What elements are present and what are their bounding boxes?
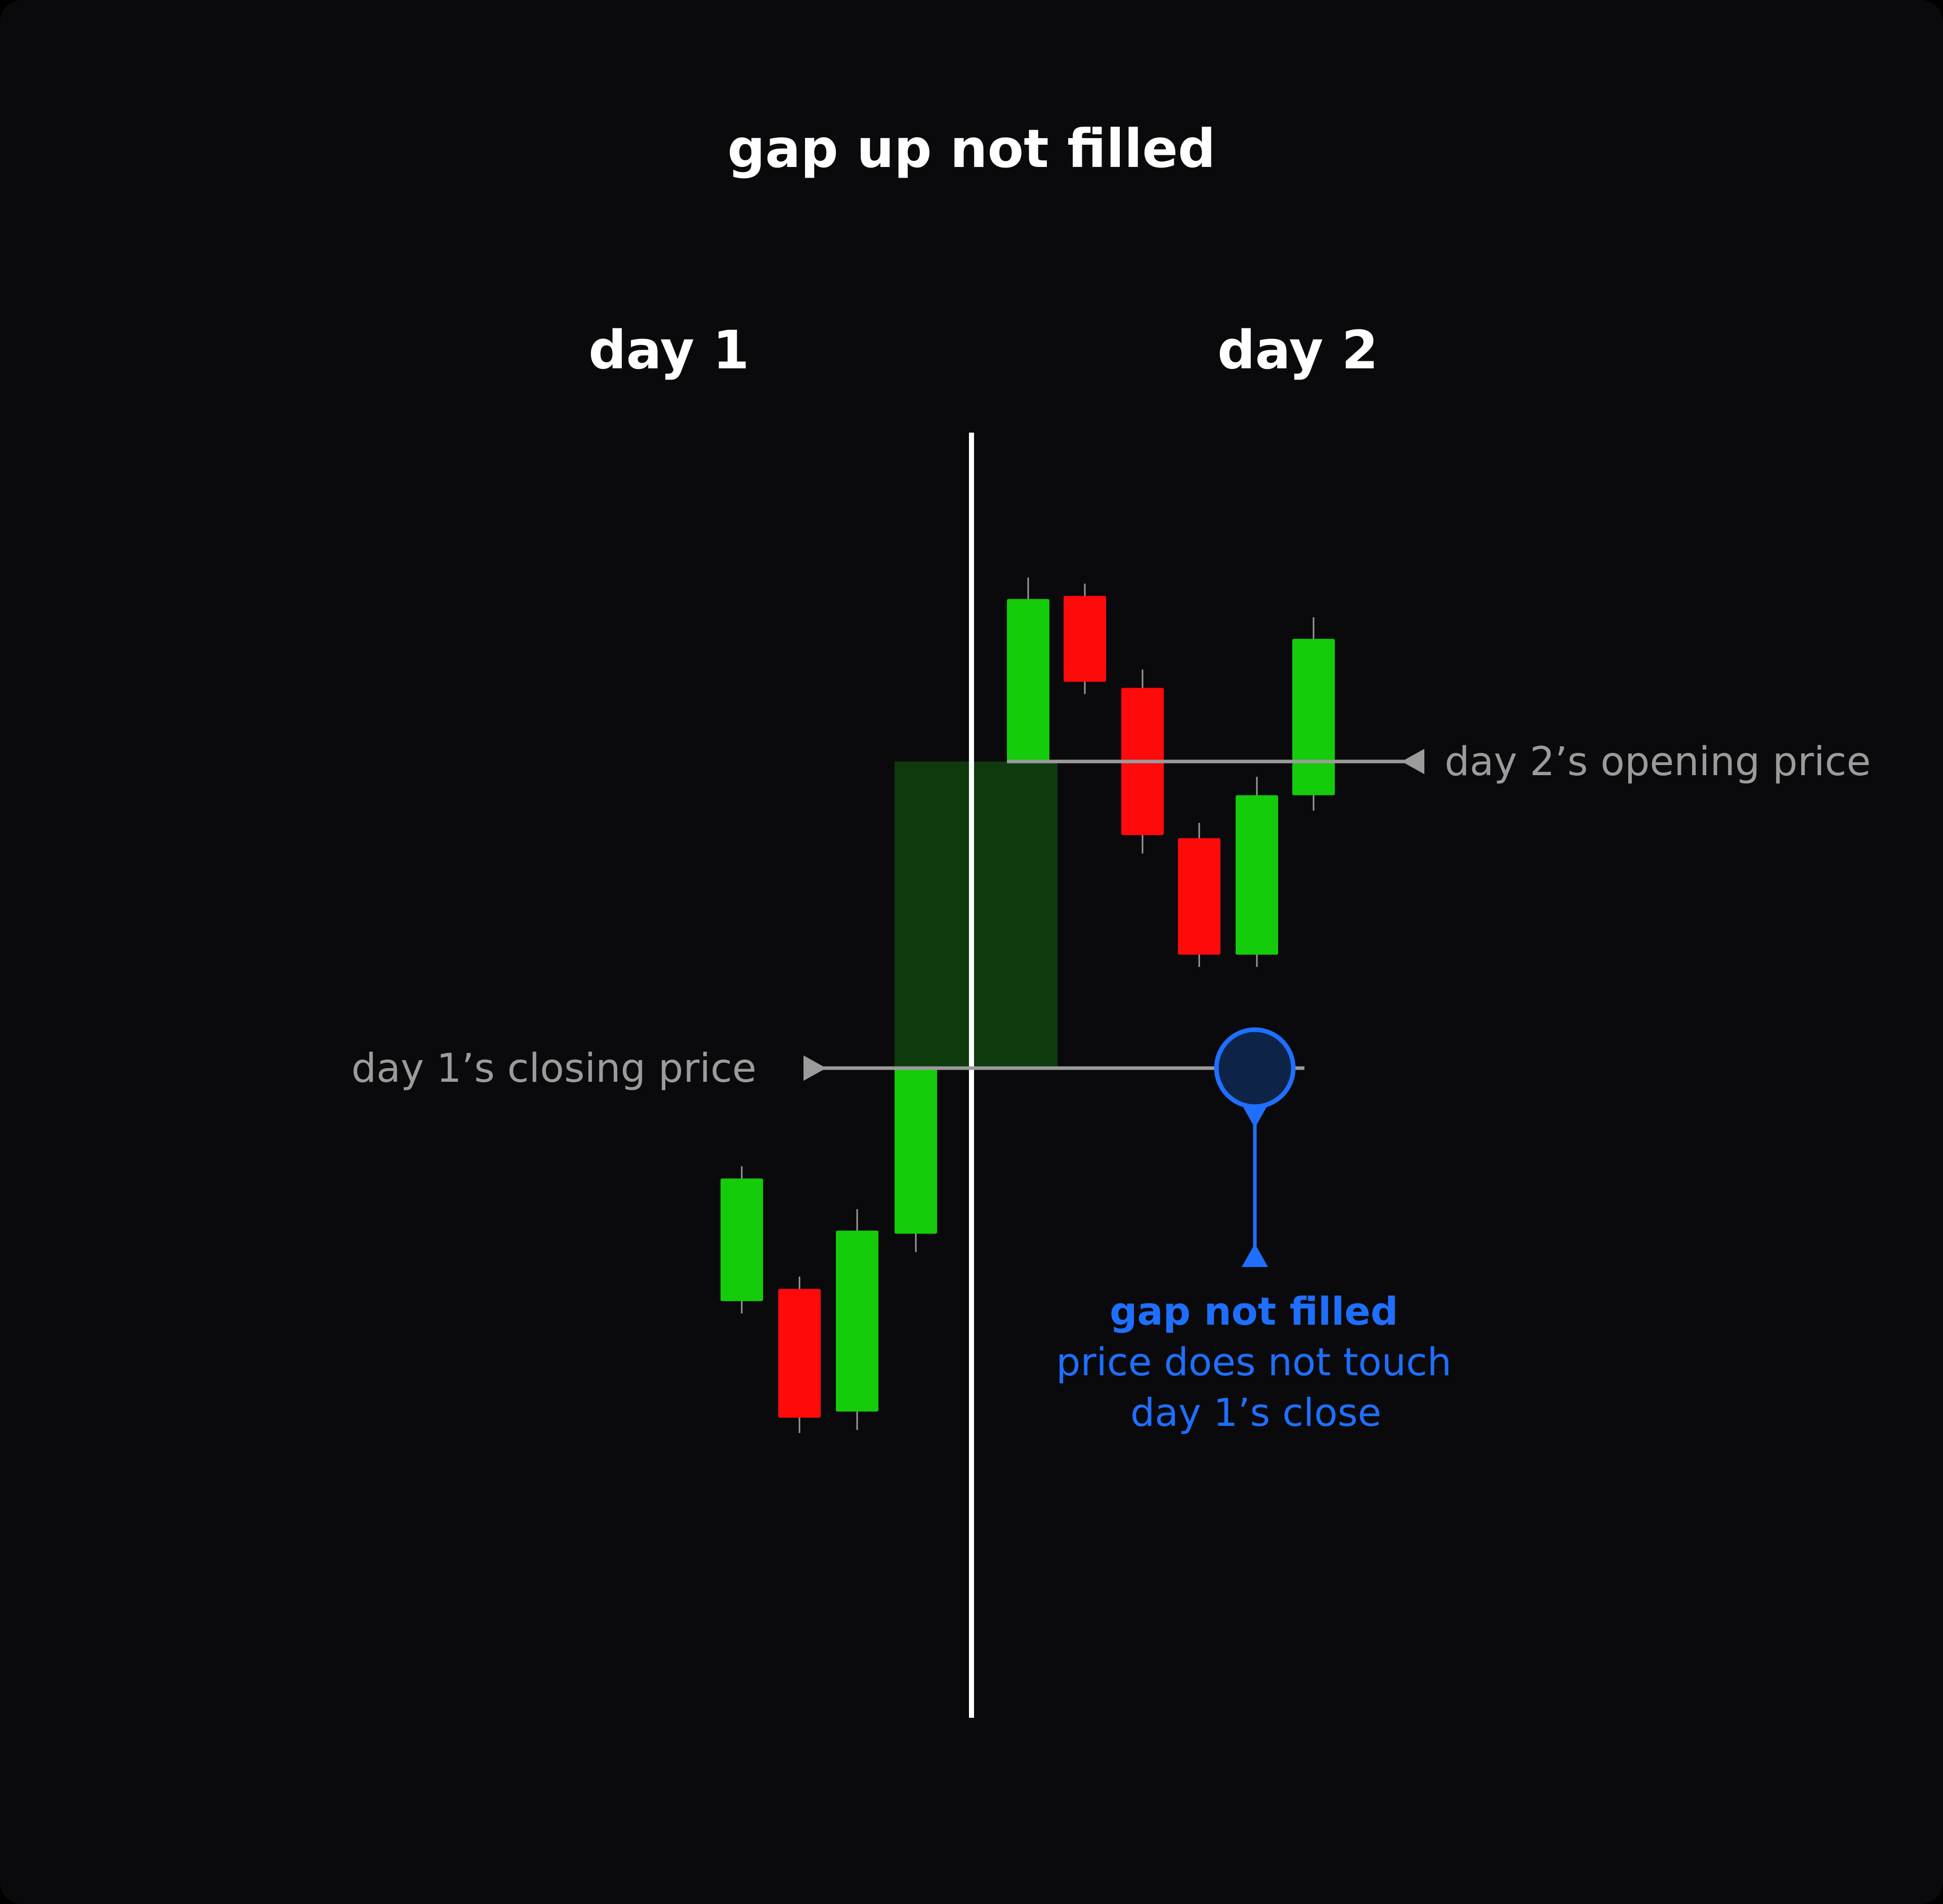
chart-title: gap up not filled <box>728 118 1216 180</box>
candle-body-bullish <box>1007 599 1049 761</box>
candle-body-bearish <box>778 1289 821 1418</box>
gap-marker-circle <box>1214 1027 1296 1109</box>
gap-marker-tip-icon <box>1242 1105 1268 1128</box>
day-2-label: day 2 <box>1217 319 1378 381</box>
day1-close-label: day 1’s closing price <box>351 1046 756 1091</box>
day-1-label: day 1 <box>588 319 749 381</box>
day2-open-arrow-icon <box>1402 749 1424 774</box>
gap-note-title: gap not filled <box>1110 1289 1398 1334</box>
gap-marker-arrow-icon <box>1242 1244 1268 1267</box>
gap-note-line-2: day 1’s close <box>1130 1390 1381 1435</box>
candle-body-bullish <box>895 1068 937 1234</box>
gap-zone <box>895 761 1058 1068</box>
gap-note-line-1: price does not touch <box>1056 1339 1452 1384</box>
day2-open-label: day 2’s opening price <box>1445 739 1871 785</box>
day1-close-arrow-icon <box>804 1055 826 1081</box>
candles-group <box>721 577 1335 1433</box>
candle-body-bullish <box>721 1178 763 1301</box>
candle-body-bearish <box>1178 838 1220 955</box>
candle-body-bullish <box>1292 639 1335 795</box>
candle-body-bearish <box>1064 596 1106 682</box>
candle-body-bullish <box>1236 795 1278 955</box>
candle-body-bullish <box>836 1231 878 1412</box>
